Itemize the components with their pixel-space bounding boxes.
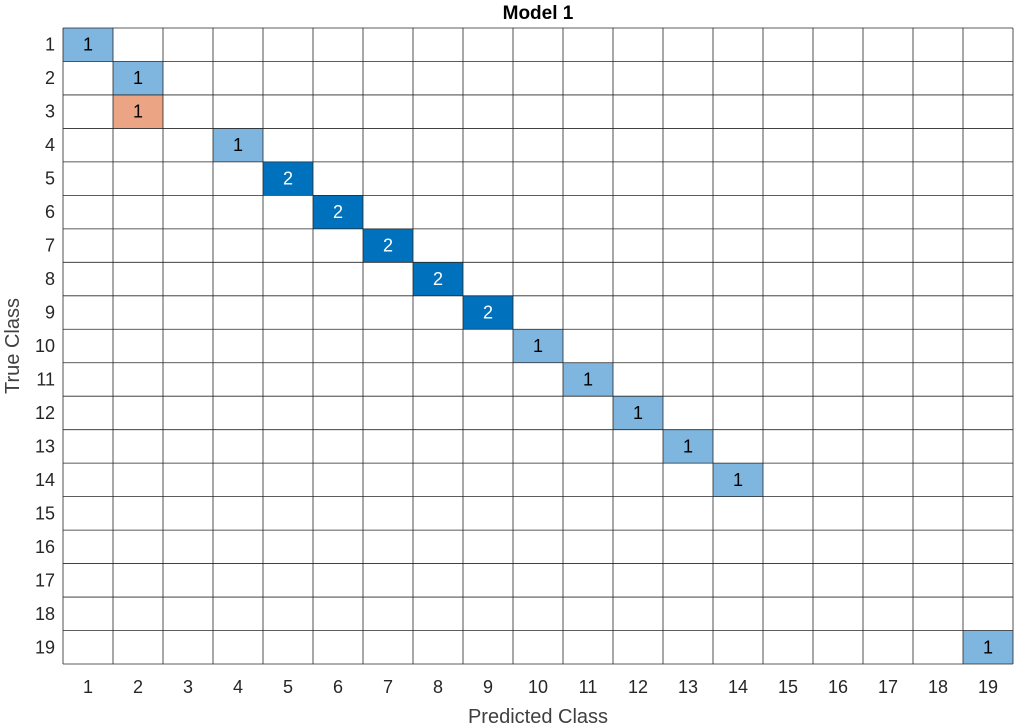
cell-value-label: 1 bbox=[583, 369, 593, 389]
y-tick-label: 16 bbox=[35, 537, 55, 557]
x-tick-label: 3 bbox=[183, 677, 193, 697]
y-tick-label: 14 bbox=[35, 470, 55, 490]
cell-value-label: 1 bbox=[233, 135, 243, 155]
cells-layer bbox=[63, 28, 1013, 664]
matrix-cell bbox=[363, 228, 413, 263]
matrix-cell bbox=[613, 396, 663, 430]
cell-value-label: 2 bbox=[433, 269, 443, 289]
x-tick-label: 8 bbox=[433, 677, 443, 697]
matrix-cell bbox=[63, 28, 113, 62]
matrix-cell bbox=[963, 630, 1013, 664]
x-tick-label: 1 bbox=[83, 677, 93, 697]
x-tick-label: 2 bbox=[133, 677, 143, 697]
x-tick-label: 10 bbox=[528, 677, 548, 697]
x-tick-label: 9 bbox=[483, 677, 493, 697]
cell-value-label: 1 bbox=[633, 403, 643, 423]
y-tick-label: 7 bbox=[45, 236, 55, 256]
y-tick-label: 12 bbox=[35, 403, 55, 423]
x-tick-label: 15 bbox=[778, 677, 798, 697]
y-tick-label: 15 bbox=[35, 503, 55, 523]
matrix-cell bbox=[263, 161, 313, 196]
y-axis-label: True Class bbox=[2, 298, 24, 394]
y-tick-label: 5 bbox=[45, 169, 55, 189]
x-tick-label: 18 bbox=[928, 677, 948, 697]
cell-value-label: 2 bbox=[383, 236, 393, 256]
x-tick-label: 13 bbox=[678, 677, 698, 697]
cell-value-label: 1 bbox=[983, 637, 993, 657]
y-tick-label: 1 bbox=[45, 35, 55, 55]
cell-value-label: 2 bbox=[283, 169, 293, 189]
chart-title: Model 1 bbox=[503, 3, 574, 24]
cell-value-label: 1 bbox=[683, 436, 693, 456]
x-tick-label: 17 bbox=[878, 677, 898, 697]
y-tick-label: 4 bbox=[45, 135, 55, 155]
x-tick-labels: 1 2 3 4 5 6 7 8 9 10 11 12 13 14 15 16 17 18 19 bbox=[83, 677, 998, 697]
cell-value-label: 2 bbox=[333, 202, 343, 222]
x-tick-label: 16 bbox=[828, 677, 848, 697]
x-axis-label: Predicted Class bbox=[468, 706, 608, 727]
matrix-cell bbox=[213, 128, 263, 162]
matrix-cell bbox=[113, 94, 163, 129]
x-tick-label: 11 bbox=[579, 677, 598, 697]
cell-value-label: 1 bbox=[733, 470, 743, 490]
cell-value-label: 1 bbox=[533, 336, 543, 356]
x-tick-label: 5 bbox=[283, 677, 293, 697]
x-tick-label: 7 bbox=[383, 677, 393, 697]
matrix-cell bbox=[513, 329, 563, 363]
matrix-cell bbox=[413, 262, 463, 296]
y-tick-label: 18 bbox=[35, 604, 55, 624]
x-tick-label: 4 bbox=[233, 677, 243, 697]
matrix-cell bbox=[563, 362, 613, 397]
cell-labels-layer: 1 1 1 1 2 2 2 2 2 1 1 1 1 1 1 bbox=[83, 35, 993, 658]
y-tick-label: 17 bbox=[35, 570, 55, 590]
matrix-cell bbox=[113, 61, 163, 95]
y-tick-label: 3 bbox=[45, 102, 55, 122]
y-tick-label: 11 bbox=[36, 369, 55, 389]
y-tick-label: 2 bbox=[45, 68, 55, 88]
cell-value-label: 1 bbox=[133, 68, 143, 88]
y-tick-label: 13 bbox=[35, 436, 55, 456]
matrix-cell bbox=[663, 429, 713, 464]
matrix-cell bbox=[713, 463, 763, 497]
cell-value-label: 1 bbox=[133, 102, 143, 122]
y-tick-label: 9 bbox=[45, 303, 55, 323]
y-tick-label: 8 bbox=[45, 269, 55, 289]
y-tick-label: 6 bbox=[45, 202, 55, 222]
y-tick-label: 19 bbox=[35, 637, 55, 657]
x-tick-label: 14 bbox=[728, 677, 748, 697]
grid-layer bbox=[62, 27, 1014, 665]
y-tick-label: 10 bbox=[35, 336, 55, 356]
cell-value-label: 1 bbox=[83, 35, 93, 55]
x-tick-label: 12 bbox=[628, 677, 648, 697]
x-tick-label: 6 bbox=[333, 677, 343, 697]
matrix-cell bbox=[313, 195, 363, 229]
cell-value-label: 2 bbox=[483, 303, 493, 323]
matrix-cell bbox=[463, 295, 513, 330]
x-tick-label: 19 bbox=[978, 677, 998, 697]
